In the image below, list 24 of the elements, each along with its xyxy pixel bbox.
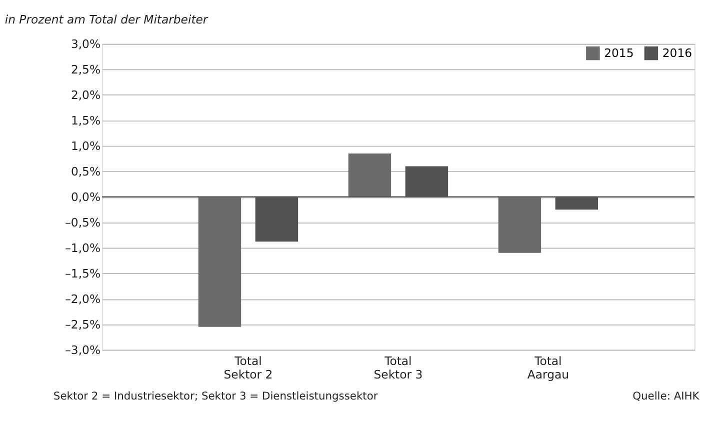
y-tick-label: 1,0% <box>70 139 101 154</box>
y-tick-label: –3,0% <box>65 343 101 358</box>
chart-title: in Prozent am Total der Mitarbeiter <box>4 12 209 26</box>
y-tick-label: 0,0% <box>70 190 101 204</box>
source-note: Quelle: AIHK <box>632 389 700 402</box>
y-tick-label: 2,5% <box>70 62 101 77</box>
y-tick-label: 2,0% <box>70 88 101 102</box>
bar <box>498 196 542 253</box>
y-tick-label: –1,0% <box>65 241 101 256</box>
y-tick-label: –2,0% <box>65 292 101 306</box>
legend-label: 2015 <box>604 46 634 60</box>
text: Sektor 2 = Industriesektor; Sektor 3 = Dienstleistungssektor <box>53 389 378 402</box>
y-tick-label: 3,0% <box>70 37 101 52</box>
bar <box>198 196 242 327</box>
y-tick-label: 0,5% <box>70 164 101 179</box>
x-tick-label: Total Sektor 2 <box>224 354 273 382</box>
x-tick-label: Total Aargau <box>527 354 569 382</box>
y-tick-label: –1,5% <box>65 266 101 281</box>
x-tick-label: Total Sektor 3 <box>374 354 423 382</box>
bar <box>348 153 392 197</box>
y-tick-label: –0,5% <box>65 216 101 230</box>
legend-label: 2016 <box>662 46 692 60</box>
y-tick-label: –2,5% <box>65 318 101 332</box>
y-tick-label: 1,5% <box>70 114 101 128</box>
